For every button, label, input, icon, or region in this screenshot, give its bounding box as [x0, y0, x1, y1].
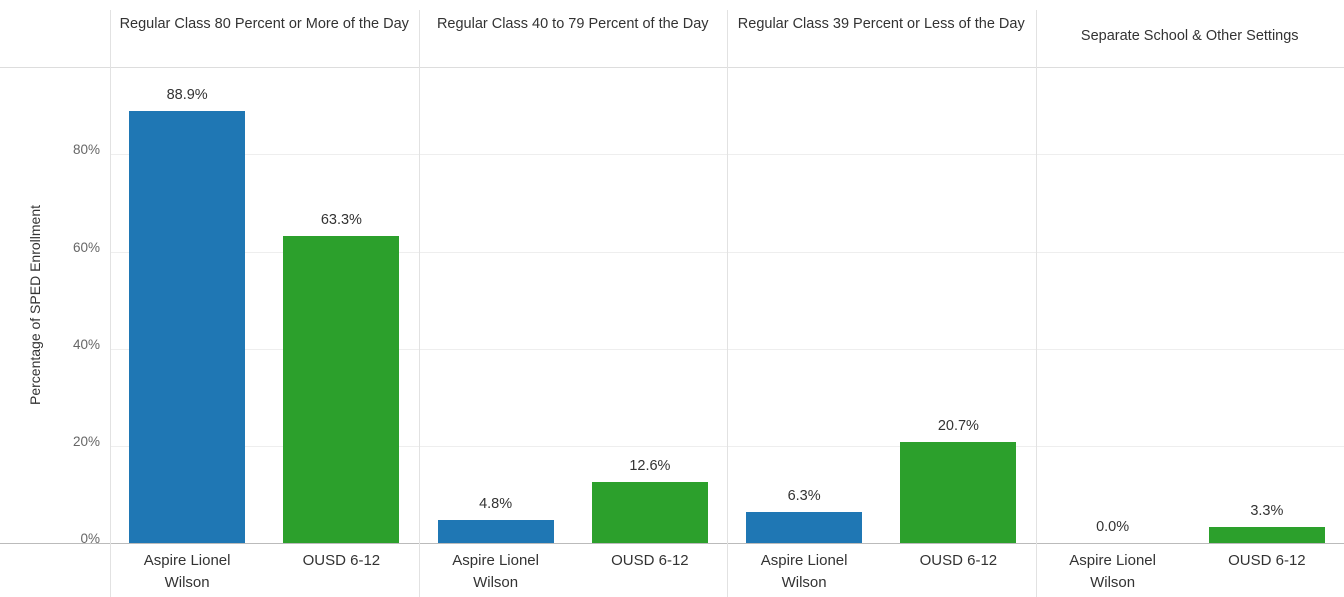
- x-tick-label: OUSD 6-12: [1228, 552, 1306, 569]
- value-label: 63.3%: [320, 211, 362, 228]
- panel-header: Regular Class 39 Percent or Less of the …: [737, 16, 1025, 32]
- bar: [283, 235, 400, 543]
- y-tick-label: 40%: [72, 336, 100, 352]
- panel-separator: [418, 10, 420, 597]
- panel-header: Separate School & Other Settings: [1080, 28, 1299, 44]
- x-tick-label: Aspire Lionel Wilson: [1069, 552, 1156, 591]
- bar: [591, 481, 708, 543]
- value-label: 20.7%: [937, 418, 979, 435]
- panel-header: Regular Class 40 to 79 Percent of the Da…: [436, 16, 709, 32]
- x-tick-label: OUSD 6-12: [919, 552, 998, 569]
- y-axis-label: Percentage of SPED Enrollment: [27, 205, 43, 405]
- x-tick-label: OUSD 6-12: [302, 552, 381, 569]
- bar: [746, 512, 863, 543]
- y-tick-label: 80%: [72, 142, 100, 158]
- value-label: 4.8%: [479, 495, 513, 512]
- panel-separator: [110, 10, 111, 597]
- bar: [900, 442, 1017, 543]
- bar: [1208, 526, 1325, 543]
- value-label: 0.0%: [1096, 519, 1130, 535]
- header-line: [0, 67, 1344, 68]
- x-tick-label: Aspire Lionel Wilson: [143, 552, 231, 591]
- panel-header: Regular Class 80 Percent or More of the …: [119, 16, 409, 32]
- panel-separator: [727, 10, 728, 597]
- value-label: 88.9%: [166, 87, 208, 104]
- y-tick-label: 0%: [80, 531, 100, 546]
- bar: [437, 519, 554, 543]
- value-label: 3.3%: [1250, 502, 1284, 519]
- y-tick-label: 60%: [72, 239, 100, 255]
- x-tick-label: OUSD 6-12: [611, 552, 689, 569]
- zero-line: [0, 543, 1344, 544]
- y-tick-label: 20%: [72, 433, 100, 449]
- bar: [129, 111, 246, 543]
- value-label: 12.6%: [629, 457, 671, 474]
- panel-separator: [1035, 10, 1037, 597]
- x-tick-label: Aspire Lionel Wilson: [452, 552, 539, 591]
- x-tick-label: Aspire Lionel Wilson: [760, 552, 848, 591]
- value-label: 6.3%: [787, 488, 821, 505]
